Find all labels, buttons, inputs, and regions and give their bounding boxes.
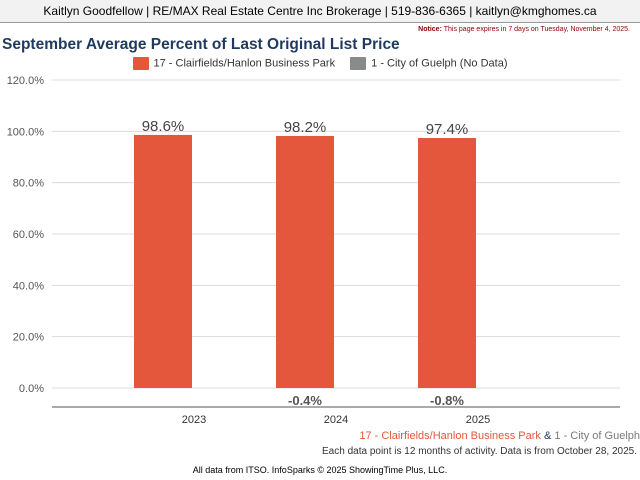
y-tick-label: 80.0% (13, 178, 44, 190)
x-tick-label: 2023 (182, 414, 206, 426)
change-label: -0.8% (430, 393, 464, 408)
bar-value-label: 98.6% (142, 118, 185, 135)
bar (418, 138, 476, 388)
expiry-notice: Notice: This page expires in 7 days on T… (418, 26, 630, 33)
legend-item-clairfields[interactable]: 17 - Clairfields/Hanlon Business Park (132, 57, 336, 70)
footer-data-note: Each data point is 12 months of activity… (322, 446, 637, 457)
notice-label: Notice: (418, 26, 442, 33)
footer-credit: All data from ITSO. InfoSparks © 2025 Sh… (192, 465, 448, 475)
bar (276, 135, 334, 388)
legend-swatch-clairfields (132, 57, 149, 70)
legend-swatch-guelph (350, 57, 367, 70)
change-label: -0.4% (288, 393, 322, 408)
footer-series2: 1 - City of Guelph (554, 430, 640, 442)
x-tick-label: 2024 (324, 414, 348, 426)
bar-chart: 0.0% 20.0% 40.0% 60.0% 80.0% 100.0% 120.0% 98.6… (7, 75, 620, 426)
footer-series1: 17 - Clairfields/Hanlon Business Park (359, 430, 541, 442)
legend-label-clairfields: 17 - Clairfields/Hanlon Business Park (153, 57, 336, 70)
notice-text: This page expires in 7 days on Tuesday, … (443, 26, 630, 33)
footer-series-caption: 17 - Clairfields/Hanlon Business Park & … (359, 430, 640, 442)
y-tick-label: 20.0% (13, 332, 44, 344)
chart-title: September Average Percent of Last Origin… (2, 36, 400, 53)
x-tick-label: 2025 (466, 414, 490, 426)
agent-contact-bar: Kaitlyn Goodfellow | RE/MAX Real Estate … (0, 0, 640, 23)
legend-label-guelph: 1 - City of Guelph (No Data) (371, 57, 508, 70)
y-tick-label: 0.0% (19, 383, 44, 395)
y-tick-label: 100.0% (7, 126, 45, 138)
y-tick-label: 120.0% (7, 75, 45, 87)
footer-amp: & (544, 430, 552, 442)
y-tick-label: 60.0% (13, 229, 44, 241)
bar (134, 134, 192, 388)
bar-value-label: 98.2% (284, 119, 327, 136)
chart-legend: 17 - Clairfields/Hanlon Business Park 1 … (0, 57, 640, 70)
legend-item-guelph[interactable]: 1 - City of Guelph (No Data) (350, 57, 508, 70)
y-tick-label: 40.0% (13, 280, 44, 292)
bar-value-label: 97.4% (426, 121, 469, 138)
